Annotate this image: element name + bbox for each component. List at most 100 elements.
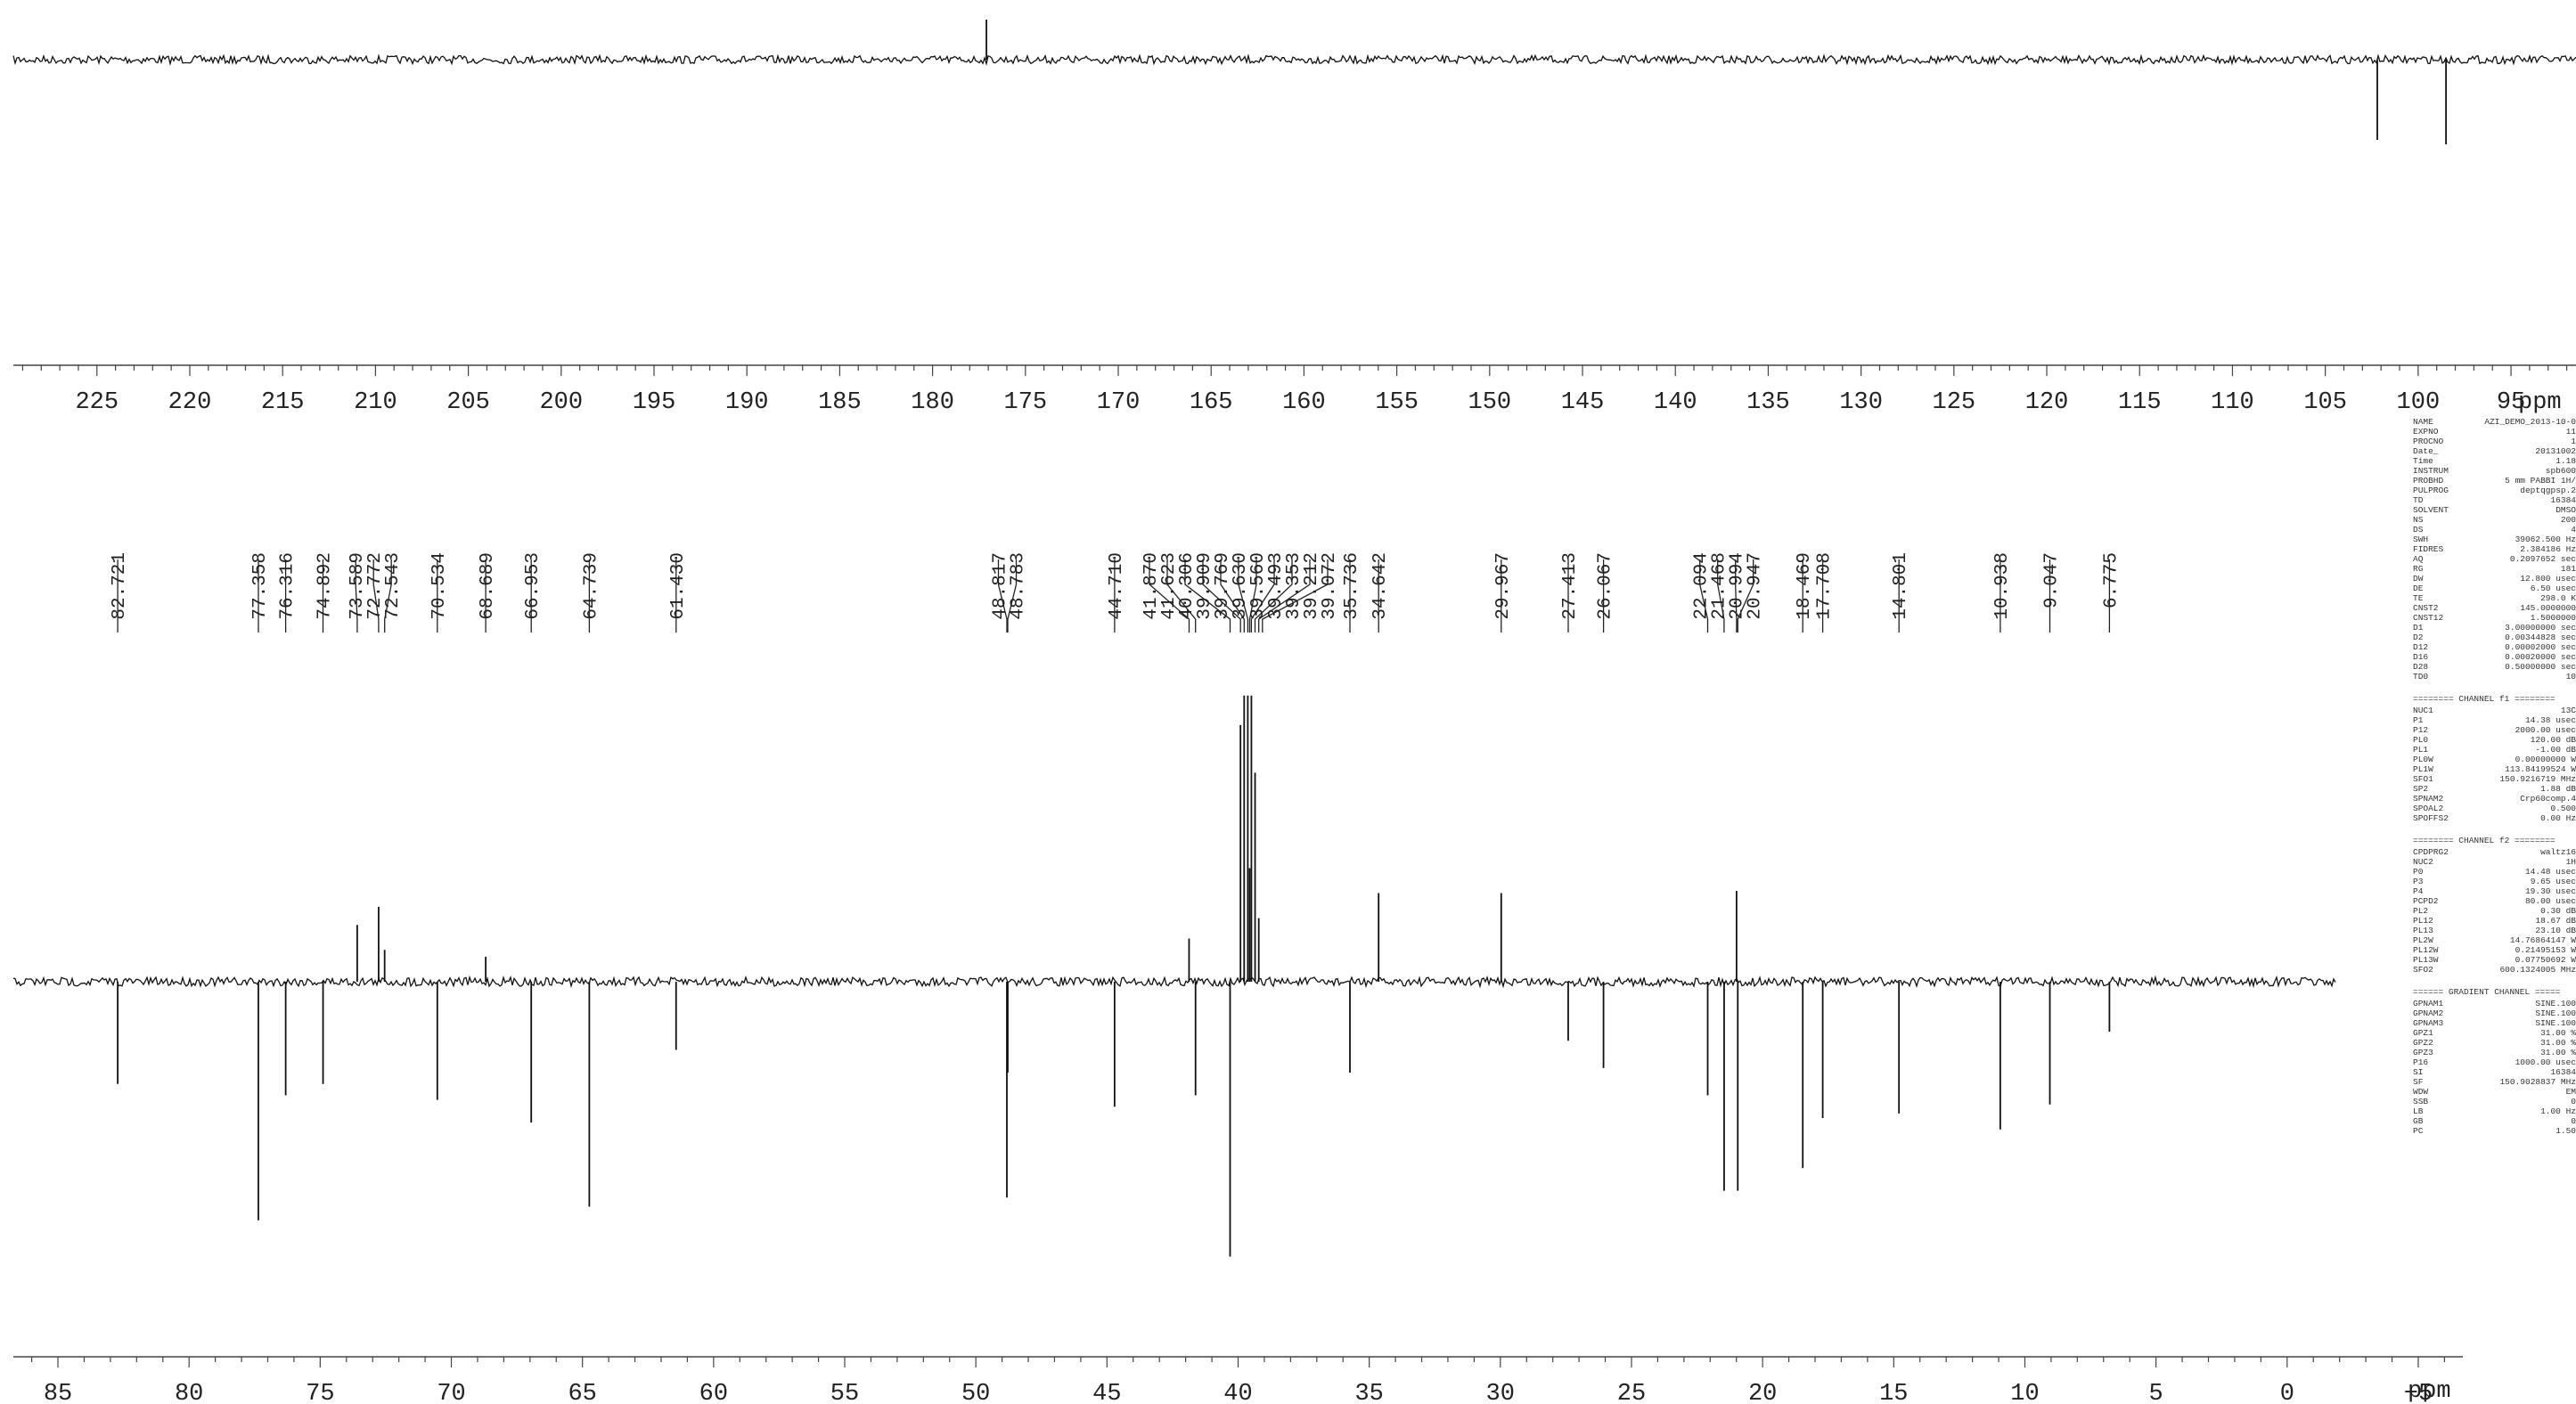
param-value: 20131002 <box>2535 446 2576 456</box>
lower-tick-label: 15 <box>1879 1381 1908 1404</box>
param-key: SWH <box>2413 535 2428 544</box>
param-value: 31.00 % <box>2540 1028 2576 1038</box>
peak-shift-label: 72.543 <box>383 552 404 620</box>
peak-label-connector <box>1258 559 1311 633</box>
param-value: 2.384186 Hz <box>2520 544 2576 554</box>
param-key: GPNAM1 <box>2413 999 2444 1008</box>
peak-label-connector <box>1248 559 1257 633</box>
param-value: 19.30 usec <box>2525 886 2576 896</box>
peak-label-connector <box>1220 559 1245 633</box>
param-key: Date_ <box>2413 446 2439 456</box>
peak-shift-label: 66.953 <box>523 552 544 620</box>
param-value: 298.0 K <box>2540 593 2576 603</box>
param-value: 10 <box>2566 672 2576 682</box>
peak-shift-label: 35.736 <box>1342 552 1362 620</box>
upper-tick-label: 100 <box>2397 389 2441 416</box>
peak-shift-label: 39.072 <box>1320 552 1340 620</box>
param-key: GPZ3 <box>2413 1048 2433 1057</box>
peak-label-connector <box>1184 559 1231 633</box>
upper-tick-label: 110 <box>2211 389 2254 416</box>
param-key: LB <box>2413 1106 2424 1116</box>
lower-tick-label: 55 <box>830 1381 859 1404</box>
param-value: 31.00 % <box>2540 1048 2576 1057</box>
param-value: 0.00 Hz <box>2540 813 2576 823</box>
peak-shift-label: 48.817 <box>991 552 1011 620</box>
lower-tick-label: 10 <box>2010 1381 2039 1404</box>
peak-shift-label: 39.493 <box>1266 552 1287 620</box>
param-value: 0.2097652 sec <box>2510 554 2576 564</box>
peak-label-connector <box>1717 559 1725 633</box>
peak-shift-label: 20.994 <box>1728 552 1748 620</box>
param-value: 13C <box>2561 706 2576 715</box>
upper-peak-marks <box>985 20 2448 144</box>
param-key: P3 <box>2413 877 2424 886</box>
param-value: SINE.100 <box>2535 1008 2576 1018</box>
param-value: 200 <box>2561 515 2576 525</box>
peak-shift-label: 41.623 <box>1159 552 1180 620</box>
lower-spectrum-trace <box>12 975 2336 989</box>
upper-tick-label: 95 <box>2497 389 2525 416</box>
param-key: SPNAM2 <box>2413 794 2444 804</box>
lower-tick-label: 50 <box>961 1381 990 1404</box>
param-key: EXPNO <box>2413 427 2439 437</box>
param-key: D12 <box>2413 642 2428 652</box>
param-key: D16 <box>2413 652 2428 662</box>
lower-tick-label: 70 <box>437 1381 465 1404</box>
param-key: FIDRES <box>2413 544 2444 554</box>
param-key: SPOAL2 <box>2413 804 2444 813</box>
param-value: Crp60comp.4 <box>2520 794 2576 804</box>
param-value: 150.9028837 MHz <box>2499 1077 2576 1087</box>
lower-tick-label: 65 <box>568 1381 596 1404</box>
lower-peak-marks <box>117 695 2111 1257</box>
param-key: PL2W <box>2413 935 2433 945</box>
upper-x-axis-tick-labels: 225 220 215 210 205 200 195 190 185 180 175 170 165 1… <box>75 389 2525 416</box>
param-value: -1.00 dB <box>2535 745 2576 755</box>
peak-shift-label: 48.783 <box>1009 552 1029 620</box>
param-key: SF <box>2413 1077 2424 1087</box>
param-section-header: ======== CHANNEL f1 ======== <box>2413 694 2556 704</box>
param-value: 80.00 usec <box>2525 896 2576 906</box>
param-key: TD0 <box>2413 672 2428 682</box>
param-value: AZI_DEMO_2013-10-0 <box>2484 417 2576 427</box>
param-value: 16384 <box>2550 495 2576 505</box>
peak-label-connector <box>1254 559 1293 633</box>
upper-tick-label: 195 <box>633 389 676 416</box>
param-key: PL0W <box>2413 755 2433 764</box>
lower-tick-label: 45 <box>1092 1381 1121 1404</box>
param-key: SI <box>2413 1067 2423 1077</box>
peak-shift-label: 22.094 <box>1692 552 1713 620</box>
peak-label-connector <box>1238 559 1249 633</box>
lower-x-axis-unit: ppm <box>2408 1378 2451 1404</box>
param-key: GB <box>2413 1116 2424 1126</box>
param-key: CNST12 <box>2413 613 2444 623</box>
peak-label-connector <box>384 559 392 633</box>
param-key: PULPROG <box>2413 486 2449 495</box>
upper-tick-label: 170 <box>1097 389 1141 416</box>
param-value: 181 <box>2561 564 2576 574</box>
peak-shift-label: 20.947 <box>1746 552 1766 620</box>
param-key: SPOFFS2 <box>2413 813 2449 823</box>
param-value: 16384 <box>2550 1067 2576 1077</box>
peak-shift-label: 76.316 <box>278 552 298 620</box>
param-value: 600.1324005 MHz <box>2499 965 2576 975</box>
peak-label-connector <box>1737 559 1754 633</box>
upper-spectrum-trace <box>12 53 2576 67</box>
lower-x-axis-tick-labels: 85 80 75 70 65 60 55 50 45 40 35 30 25 20 15 10 5 0 −5 <box>44 1381 2433 1404</box>
peak-label-connector <box>1250 559 1275 633</box>
peak-shift-label: 82.721 <box>110 552 130 620</box>
peak-shift-label: 34.642 <box>1370 552 1391 620</box>
param-value: spb600 <box>2546 466 2576 476</box>
lower-tick-label: 30 <box>1486 1381 1515 1404</box>
upper-tick-label: 145 <box>1561 389 1605 416</box>
param-value: 0 <box>2571 1097 2576 1106</box>
peak-shift-label: 27.413 <box>1560 552 1581 620</box>
upper-spectrum-panel: 225 220 215 210 205 200 195 190 185 180 175 170 165 1… <box>12 20 2576 416</box>
lower-x-axis-ticks <box>31 1357 2445 1367</box>
peak-label-group: 82.721 77.358 76.316 74.892 73.58972.77272.5… <box>110 552 2122 633</box>
param-value: 1000.00 usec <box>2515 1057 2576 1067</box>
peak-shift-label: 14.801 <box>1891 552 1911 620</box>
lower-tick-label: 60 <box>699 1381 728 1404</box>
lower-tick-label: 75 <box>306 1381 334 1404</box>
param-key: PROCNO <box>2413 437 2444 446</box>
